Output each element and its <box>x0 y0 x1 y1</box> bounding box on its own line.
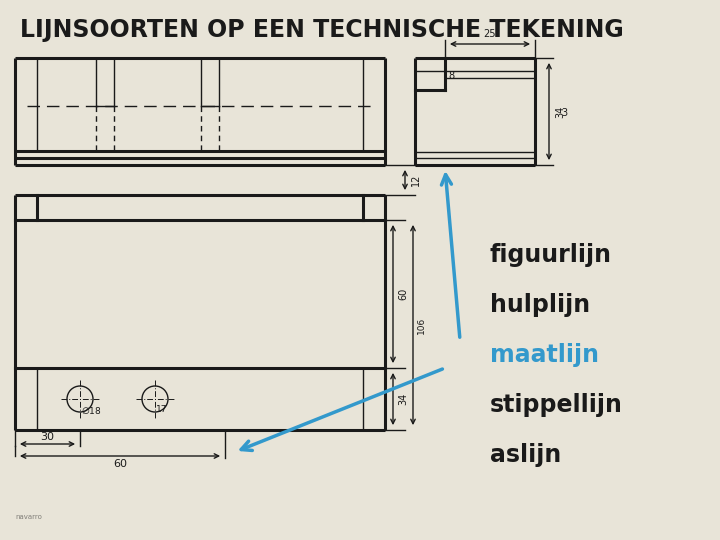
Text: 17: 17 <box>156 405 168 414</box>
Text: figuurlijn: figuurlijn <box>490 243 612 267</box>
Text: 12: 12 <box>411 174 421 186</box>
Text: 60: 60 <box>398 288 408 300</box>
Text: 34: 34 <box>398 393 408 405</box>
Text: stippellijn: stippellijn <box>490 393 623 417</box>
Text: 106: 106 <box>417 316 426 334</box>
Text: LIJNSOORTEN OP EEN TECHNISCHE TEKENING: LIJNSOORTEN OP EEN TECHNISCHE TEKENING <box>20 18 624 42</box>
Text: $\varnothing$18: $\varnothing$18 <box>81 405 102 416</box>
Text: hulplijn: hulplijn <box>490 293 590 317</box>
Text: navarro: navarro <box>15 514 42 520</box>
Text: aslijn: aslijn <box>490 443 562 467</box>
Text: 34: 34 <box>555 105 565 118</box>
Text: maatlijn: maatlijn <box>490 343 599 367</box>
Text: 25: 25 <box>484 29 496 39</box>
Text: 30: 30 <box>40 432 55 442</box>
Text: 3: 3 <box>561 108 567 118</box>
Text: 60: 60 <box>113 459 127 469</box>
Text: 8: 8 <box>448 71 454 81</box>
